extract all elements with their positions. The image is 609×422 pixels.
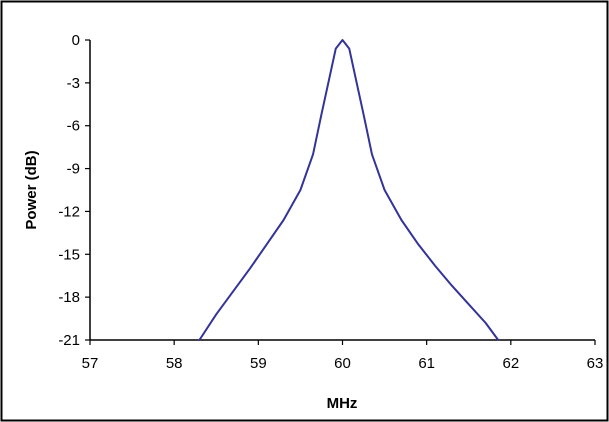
x-tick-label: 58 bbox=[166, 355, 183, 372]
x-tick-label: 60 bbox=[334, 355, 351, 372]
y-tick-label: -9 bbox=[67, 161, 80, 178]
power-series-line bbox=[198, 39, 500, 341]
x-tick-label: 62 bbox=[502, 355, 519, 372]
y-axis-title: Power (dB) bbox=[23, 150, 40, 229]
x-tick-label: 63 bbox=[587, 355, 604, 372]
y-tick-label: 0 bbox=[72, 32, 80, 49]
y-tick-label: -18 bbox=[58, 289, 80, 306]
y-tick-label: -15 bbox=[58, 246, 80, 263]
ticks-layer bbox=[85, 39, 596, 345]
x-tick-label: 57 bbox=[82, 355, 99, 372]
y-tick-label: -12 bbox=[58, 203, 80, 220]
x-axis-title: MHz bbox=[327, 395, 358, 412]
y-tick-label: -6 bbox=[67, 118, 80, 135]
y-tick-label: -3 bbox=[67, 75, 80, 92]
series-layer bbox=[198, 39, 500, 341]
x-tick-label: 61 bbox=[418, 355, 435, 372]
x-tick-label: 59 bbox=[250, 355, 267, 372]
y-tick-label: -21 bbox=[58, 332, 80, 349]
